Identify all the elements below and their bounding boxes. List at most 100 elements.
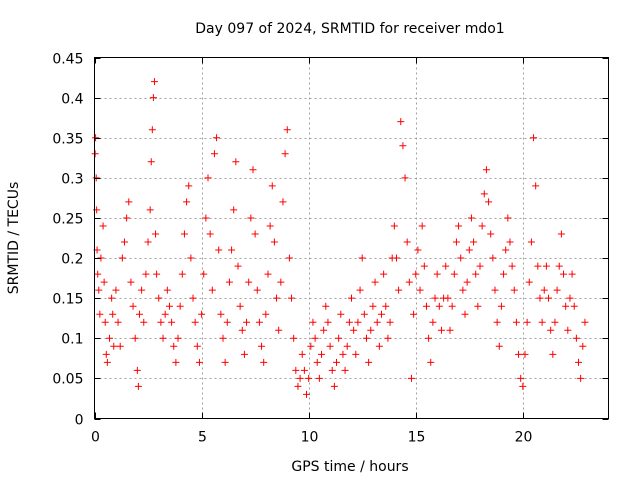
data-point: [348, 294, 355, 302]
data-point: [362, 334, 370, 342]
data-point: [384, 334, 392, 342]
y-tick-labels: 0 0.05 0.1 0.15 0.2 0.25 0.3 0.35 0.4 0.45: [52, 52, 83, 429]
x-tick-label: 10: [301, 430, 319, 446]
data-point: [555, 262, 563, 270]
data-point: [422, 302, 430, 310]
data-point: [251, 230, 259, 238]
data-point: [562, 302, 570, 310]
data-point: [435, 302, 443, 310]
data-point: [333, 358, 341, 366]
data-point: [487, 230, 495, 238]
data-point: [414, 246, 422, 254]
y-tick-label: 0.1: [61, 332, 83, 348]
data-point: [307, 342, 315, 350]
data-point: [360, 310, 368, 318]
data-point: [399, 142, 407, 150]
data-point: [183, 198, 191, 206]
data-point: [163, 286, 171, 294]
data-point: [193, 342, 201, 350]
data-point: [219, 334, 227, 342]
data-point: [538, 318, 546, 326]
data-point: [96, 310, 104, 318]
data-point: [472, 270, 480, 278]
data-point: [180, 230, 188, 238]
data-point: [397, 118, 405, 126]
data-point: [386, 318, 394, 326]
data-point: [470, 238, 478, 246]
data-point: [489, 254, 497, 262]
data-point: [352, 350, 360, 358]
data-point: [100, 278, 108, 286]
data-point: [502, 246, 510, 254]
data-point: [557, 230, 565, 238]
data-point: [519, 382, 527, 390]
data-point: [354, 318, 362, 326]
data-point: [91, 150, 99, 158]
data-point: [345, 318, 353, 326]
data-point: [459, 286, 467, 294]
data-point: [292, 366, 300, 374]
data-point: [322, 302, 330, 310]
data-point: [335, 334, 343, 342]
data-point: [228, 246, 236, 254]
y-tick-label: 0.45: [52, 52, 83, 68]
data-point: [236, 302, 244, 310]
data-point: [324, 318, 332, 326]
data-point: [195, 358, 203, 366]
data-point: [255, 318, 263, 326]
data-point: [433, 270, 441, 278]
data-point: [450, 270, 458, 278]
data-point: [517, 374, 525, 382]
data-point: [234, 262, 242, 270]
data-point: [149, 94, 157, 102]
x-tick-labels: 0 5 10 15 20: [91, 430, 532, 446]
data-point: [412, 270, 420, 278]
data-point: [493, 318, 501, 326]
data-point: [135, 310, 143, 318]
data-point: [138, 286, 146, 294]
data-point: [152, 230, 160, 238]
data-point: [318, 350, 326, 358]
data-point: [527, 238, 535, 246]
data-point: [495, 342, 503, 350]
data-point: [367, 326, 375, 334]
data-point: [144, 238, 152, 246]
data-point: [405, 278, 413, 286]
data-point: [365, 358, 373, 366]
y-tick-label: 0: [75, 413, 84, 429]
data-point: [315, 374, 323, 382]
data-point: [356, 286, 364, 294]
data-point: [131, 334, 139, 342]
data-point: [431, 294, 439, 302]
data-point: [444, 294, 452, 302]
data-point: [320, 326, 328, 334]
data-point: [129, 302, 137, 310]
data-point: [311, 334, 319, 342]
y-tick-label: 0.25: [52, 212, 83, 228]
data-point: [170, 342, 178, 350]
data-point: [506, 238, 514, 246]
data-point: [521, 350, 529, 358]
data-point: [566, 294, 574, 302]
data-point: [101, 318, 109, 326]
data-point: [540, 286, 548, 294]
data-point: [225, 278, 233, 286]
data-point: [534, 262, 542, 270]
data-point: [125, 198, 133, 206]
data-point: [461, 310, 469, 318]
data-point: [545, 294, 553, 302]
data-point: [290, 334, 298, 342]
data-point: [463, 278, 471, 286]
data-point: [120, 238, 128, 246]
data-point: [189, 294, 197, 302]
data-point: [410, 310, 418, 318]
grid: [94, 57, 609, 419]
data-point: [264, 270, 272, 278]
data-point: [210, 150, 218, 158]
data-point: [416, 286, 424, 294]
data-point: [165, 302, 173, 310]
data-point: [392, 254, 400, 262]
chart-title: Day 097 of 2024, SRMTID for receiver mdo…: [195, 21, 504, 37]
data-point: [581, 318, 589, 326]
data-point: [155, 294, 163, 302]
